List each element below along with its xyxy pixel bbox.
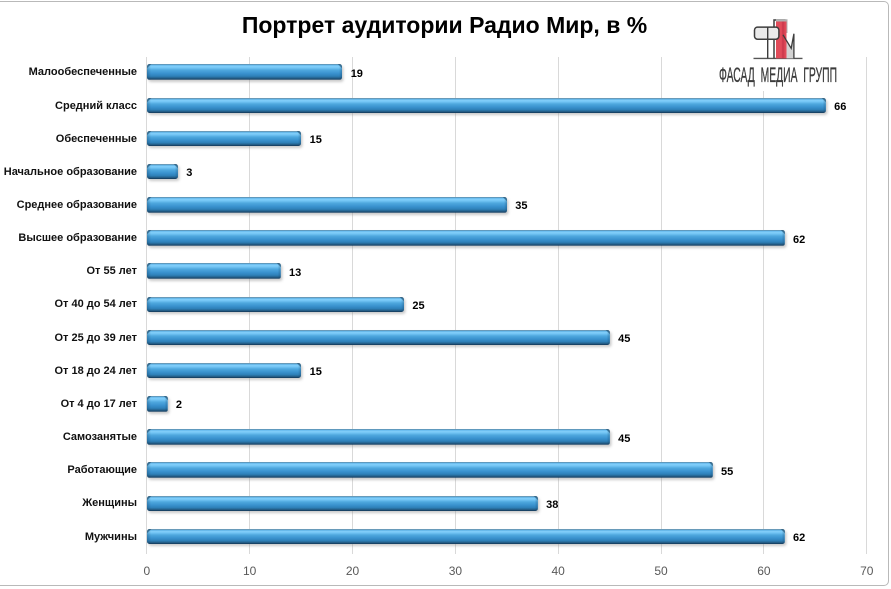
svg-text:ФАСАД МЕДИА ГРУПП: ФАСАД МЕДИА ГРУПП: [719, 64, 837, 87]
